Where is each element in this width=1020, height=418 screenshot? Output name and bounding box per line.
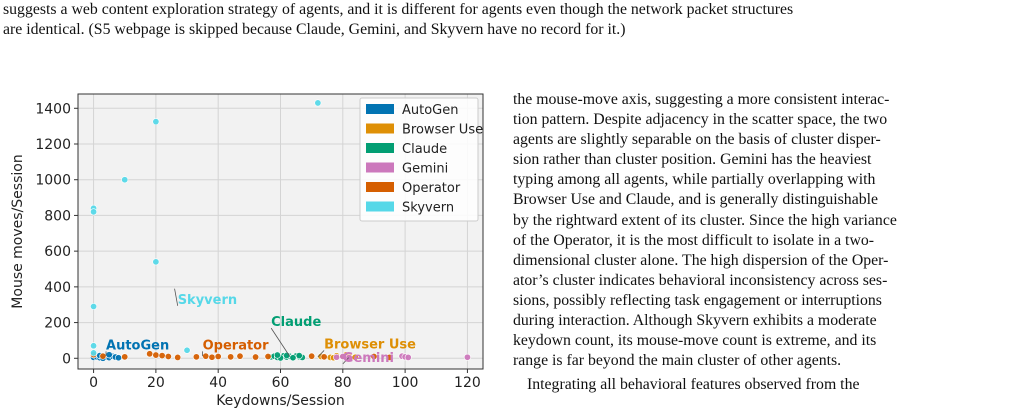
legend-swatch <box>366 182 394 192</box>
y-tick-label: 1400 <box>35 101 71 117</box>
operator-point <box>227 353 235 361</box>
legend-label: Gemini <box>402 162 448 177</box>
skyvern-annotation-arrow <box>174 288 179 306</box>
browser-use-annotation-arrow <box>317 350 325 358</box>
x-tick-label: 80 <box>334 375 352 391</box>
operator-point <box>370 352 378 360</box>
body-line: dimensional cluster alone. The high disp… <box>513 251 889 269</box>
body-line: during interaction. Although Skyvern exh… <box>513 312 877 330</box>
operator-point <box>164 352 172 360</box>
gemini-annotation-label: Gemini <box>343 351 394 366</box>
body-line: sion rather than cluster position. Gemin… <box>513 151 872 169</box>
body-line: tion pattern. Despite adjacency in the s… <box>513 111 888 129</box>
autogen-annotation-label: AutoGen <box>106 338 169 353</box>
operator-point <box>214 352 222 360</box>
y-axis-label: Mouse moves/Session <box>10 154 26 308</box>
body-line: range is far beyond the main cluster of … <box>513 352 842 370</box>
claude-annotation-label: Claude <box>271 315 321 330</box>
body-line: of the Operator, it is the most difficul… <box>513 231 875 249</box>
gemini-point <box>404 353 412 361</box>
legend-label: Operator <box>402 181 461 196</box>
legend-swatch <box>366 143 394 153</box>
skyvern-point <box>183 346 191 354</box>
autogen-point <box>115 354 123 362</box>
operator-point <box>386 353 394 361</box>
legend-swatch <box>366 104 394 114</box>
skyvern-point <box>152 118 160 126</box>
operator-point <box>236 352 244 360</box>
operator-point <box>308 352 316 360</box>
browser-use-annotation-label: Browser Use <box>324 337 416 352</box>
claude-annotation-arrow <box>270 327 291 357</box>
caption-line: suggests a web content exploration strat… <box>3 1 794 18</box>
operator-point <box>174 353 182 361</box>
legend-label: Claude <box>402 142 447 157</box>
skyvern-point <box>90 349 98 357</box>
gemini-point <box>463 353 471 361</box>
skyvern-annotation-label: Skyvern <box>178 293 237 308</box>
legend-swatch <box>366 162 394 173</box>
body-line: keydown count, its mouse-move count is e… <box>513 332 877 350</box>
operator-point <box>202 352 210 360</box>
scatter-chart: 0 20 40 60 80 100 1200200400600800100012001400… <box>10 93 484 409</box>
caption-line: are identical. (S5 webpage is skipped be… <box>3 21 626 38</box>
body-line: the mouse-move axis, suggesting a more c… <box>513 91 890 108</box>
operator-point <box>99 352 107 360</box>
gemini-point <box>333 353 341 361</box>
y-tick-label: 800 <box>44 208 71 224</box>
body-line: agents are slightly separable on the bas… <box>513 131 881 149</box>
x-tick-label: 100 <box>392 375 419 391</box>
body-line: Browser Use and Claude, and is generally… <box>513 191 879 209</box>
operator-point <box>320 353 328 361</box>
x-axis-label: Keydowns/Session <box>216 393 345 409</box>
x-tick-label: 40 <box>209 375 227 391</box>
operator-point <box>264 352 272 360</box>
operator-point <box>252 353 260 361</box>
skyvern-point <box>90 342 98 350</box>
y-tick-label: 200 <box>44 316 71 332</box>
skyvern-point <box>152 258 160 266</box>
legend-label: AutoGen <box>402 103 459 118</box>
body-line: ator’s cluster indicates behavioral inco… <box>513 271 888 289</box>
body-line: by the rightward extent of its cluster. … <box>513 211 897 229</box>
x-tick-label: 120 <box>454 375 481 391</box>
legend-swatch <box>366 201 394 212</box>
body-line: sions, possibly reflecting task engageme… <box>513 291 882 309</box>
y-tick-label: 1200 <box>35 137 71 153</box>
y-tick-label: 400 <box>44 280 71 296</box>
gemini-annotation-arrow <box>342 356 350 365</box>
plot-frame <box>77 93 484 370</box>
legend-label: Skyvern <box>402 201 454 216</box>
operator-point <box>192 353 200 361</box>
skyvern-point <box>314 99 322 107</box>
claude-point <box>273 351 281 359</box>
y-tick-label: 600 <box>44 244 71 260</box>
y-tick-label: 1000 <box>35 173 71 189</box>
x-tick-label: 20 <box>147 375 165 391</box>
body-text-column: the mouse-move axis, suggesting a more c… <box>513 90 1015 395</box>
body-line: typing among all agents, while partially… <box>513 171 876 189</box>
figure-caption: suggests a web content exploration strat… <box>3 0 1017 40</box>
body-line: Integrating all behavioral features obse… <box>527 376 860 394</box>
skyvern-point <box>90 208 98 216</box>
paragraph: Integrating all behavioral features obse… <box>513 375 1015 395</box>
operator-point <box>208 353 216 361</box>
legend-label: Browser Use <box>402 123 483 138</box>
legend-swatch <box>366 123 394 134</box>
operator-point <box>158 352 166 360</box>
skyvern-point <box>121 176 129 184</box>
scatter-figure: 0 20 40 60 80 100 120 0 200 400 600 800 1000 1200 1400… <box>0 92 500 418</box>
x-tick-label: 0 <box>89 375 98 391</box>
claude-point <box>295 352 303 360</box>
operator-annotation-label: Operator <box>203 338 270 353</box>
skyvern-point <box>90 303 98 311</box>
operator-point <box>121 353 129 361</box>
x-tick-label: 60 <box>272 375 290 391</box>
paragraph: the mouse-move axis, suggesting a more c… <box>513 90 1015 371</box>
y-tick-label: 0 <box>62 351 71 367</box>
claude-point <box>289 354 297 362</box>
